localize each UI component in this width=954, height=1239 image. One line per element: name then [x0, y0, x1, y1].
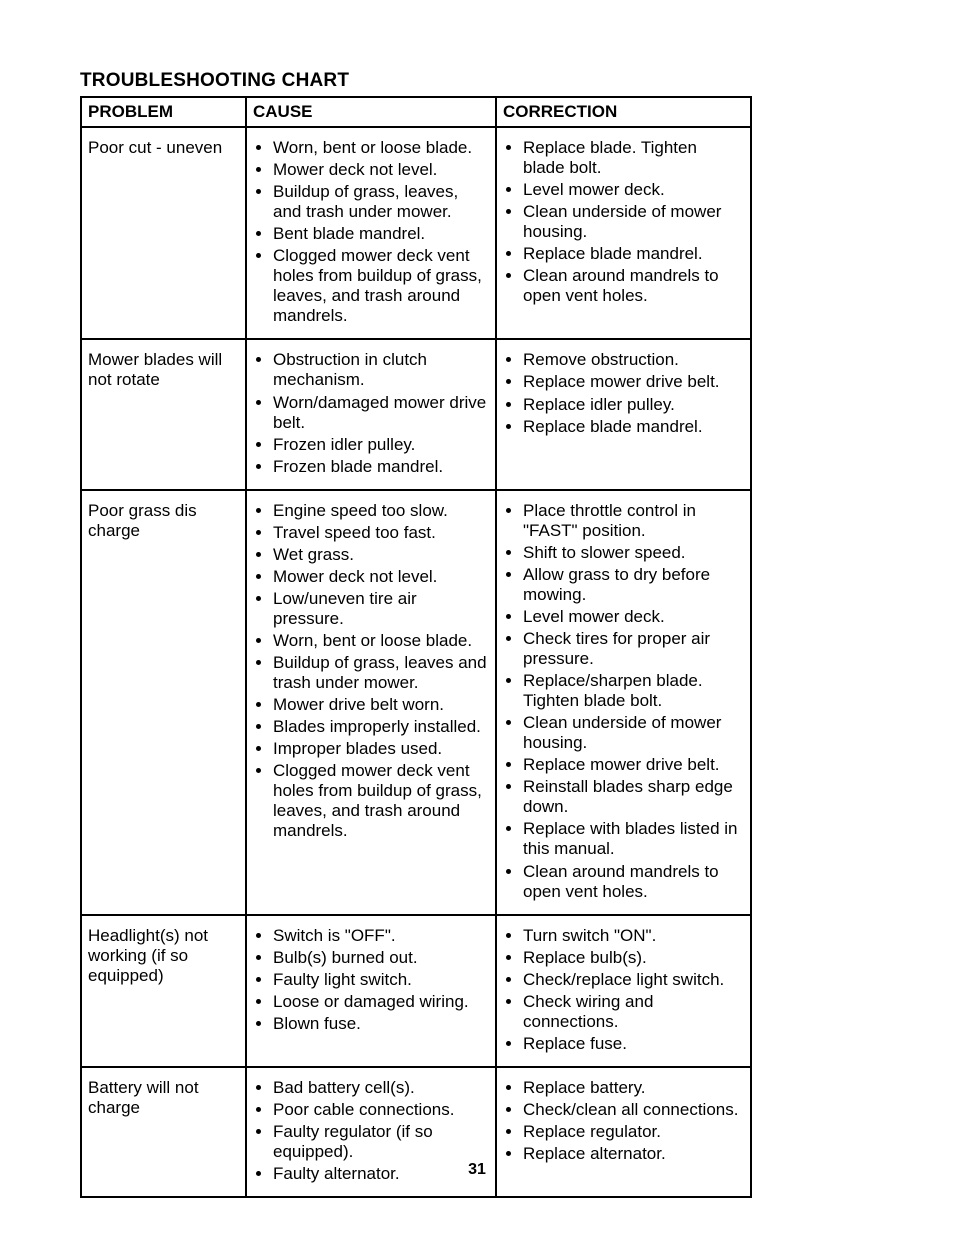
- table-row: Mower blades will not rotate Obstruction …: [81, 339, 751, 489]
- list-item: Replace regulator.: [523, 1122, 742, 1142]
- correction-list: Remove obstruction.Replace mower drive b…: [503, 350, 742, 436]
- correction-list: Turn switch "ON".Replace bulb(s).Check/r…: [503, 926, 742, 1054]
- list-item: Check/replace light switch.: [523, 970, 742, 990]
- list-item: Wet grass.: [273, 545, 487, 565]
- correction-list: Place throttle control in "FAST" positio…: [503, 501, 742, 902]
- list-item: Reinstall blades sharp edge down.: [523, 777, 742, 817]
- cause-cell: Obstruction in clutch mechanism.Worn/dam…: [246, 339, 496, 489]
- correction-cell: Place throttle control in "FAST" positio…: [496, 490, 751, 915]
- list-item: Replace idler pulley.: [523, 395, 742, 415]
- list-item: Place throttle control in "FAST" positio…: [523, 501, 742, 541]
- list-item: Frozen blade mandrel.: [273, 457, 487, 477]
- list-item: Mower drive belt worn.: [273, 695, 487, 715]
- list-item: Clean underside of mower housing.: [523, 202, 742, 242]
- cause-cell: Worn, bent or loose blade.Mower deck not…: [246, 127, 496, 339]
- correction-cell: Turn switch "ON".Replace bulb(s).Check/r…: [496, 915, 751, 1067]
- list-item: Frozen idler pulley.: [273, 435, 487, 455]
- list-item: Blown fuse.: [273, 1014, 487, 1034]
- list-item: Replace blade mandrel.: [523, 244, 742, 264]
- list-item: Blades improperly installed.: [273, 717, 487, 737]
- problem-text: Poor grass dis charge: [88, 501, 197, 540]
- list-item: Obstruction in clutch mechanism.: [273, 350, 487, 390]
- list-item: Buildup of grass, leaves, and trash unde…: [273, 182, 487, 222]
- list-item: Shift to slower speed.: [523, 543, 742, 563]
- list-item: Replace bulb(s).: [523, 948, 742, 968]
- cause-list: Obstruction in clutch mechanism.Worn/dam…: [253, 350, 487, 476]
- correction-list: Replace battery.Check/clean all connecti…: [503, 1078, 742, 1164]
- problem-text: Mower blades will not rotate: [88, 350, 222, 389]
- list-item: Low/uneven tire air pressure.: [273, 589, 487, 629]
- list-item: Replace with blades listed in this manua…: [523, 819, 742, 859]
- correction-cell: Replace blade. Tighten blade bolt.Level …: [496, 127, 751, 339]
- list-item: Check/clean all connections.: [523, 1100, 742, 1120]
- cause-list: Switch is "OFF".Bulb(s) burned out.Fault…: [253, 926, 487, 1034]
- problem-cell: Mower blades will not rotate: [81, 339, 246, 489]
- list-item: Turn switch "ON".: [523, 926, 742, 946]
- list-item: Clogged mower deck vent holes from build…: [273, 761, 487, 841]
- chart-title: TROUBLESHOOTING CHART: [80, 70, 874, 92]
- col-header-cause: CAUSE: [246, 97, 496, 127]
- problem-text: Poor cut - uneven: [88, 138, 222, 157]
- correction-list: Replace blade. Tighten blade bolt.Level …: [503, 138, 742, 306]
- cause-list: Worn, bent or loose blade.Mower deck not…: [253, 138, 487, 326]
- list-item: Poor cable connections.: [273, 1100, 487, 1120]
- list-item: Replace fuse.: [523, 1034, 742, 1054]
- table-row: Poor grass dis charge Engine speed too sl…: [81, 490, 751, 915]
- list-item: Replace battery.: [523, 1078, 742, 1098]
- list-item: Engine speed too slow.: [273, 501, 487, 521]
- col-header-problem: PROBLEM: [81, 97, 246, 127]
- list-item: Mower deck not level.: [273, 160, 487, 180]
- list-item: Loose or damaged wiring.: [273, 992, 487, 1012]
- table-row: Headlight(s) not working (if so equipped…: [81, 915, 751, 1067]
- col-header-correction: CORRECTION: [496, 97, 751, 127]
- list-item: Remove obstruction.: [523, 350, 742, 370]
- table-row: Poor cut - uneven Worn, bent or loose bla…: [81, 127, 751, 339]
- list-item: Worn, bent or loose blade.: [273, 138, 487, 158]
- page-number: 31: [0, 1161, 954, 1179]
- list-item: Switch is "OFF".: [273, 926, 487, 946]
- list-item: Clogged mower deck vent holes from build…: [273, 246, 487, 326]
- list-item: Clean around mandrels to open vent holes…: [523, 266, 742, 306]
- list-item: Improper blades used.: [273, 739, 487, 759]
- table-header-row: PROBLEM CAUSE CORRECTION: [81, 97, 751, 127]
- list-item: Bulb(s) burned out.: [273, 948, 487, 968]
- list-item: Allow grass to dry before mowing.: [523, 565, 742, 605]
- list-item: Worn/damaged mower drive belt.: [273, 393, 487, 433]
- list-item: Faulty regulator (if so equipped).: [273, 1122, 487, 1162]
- list-item: Check tires for proper air pressure.: [523, 629, 742, 669]
- troubleshooting-table: PROBLEM CAUSE CORRECTION Poor cut - unev…: [80, 96, 752, 1198]
- list-item: Clean underside of mower housing.: [523, 713, 742, 753]
- list-item: Replace mower drive belt.: [523, 372, 742, 392]
- list-item: Buildup of grass, leaves and trash under…: [273, 653, 487, 693]
- list-item: Replace/sharpen blade. Tighten blade bol…: [523, 671, 742, 711]
- list-item: Check wiring and connections.: [523, 992, 742, 1032]
- problem-text: Battery will not charge: [88, 1078, 199, 1117]
- cause-cell: Engine speed too slow.Travel speed too f…: [246, 490, 496, 915]
- cause-list: Engine speed too slow.Travel speed too f…: [253, 501, 487, 842]
- correction-cell: Remove obstruction.Replace mower drive b…: [496, 339, 751, 489]
- list-item: Bad battery cell(s).: [273, 1078, 487, 1098]
- list-item: Replace mower drive belt.: [523, 755, 742, 775]
- list-item: Mower deck not level.: [273, 567, 487, 587]
- list-item: Bent blade mandrel.: [273, 224, 487, 244]
- list-item: Level mower deck.: [523, 607, 742, 627]
- list-item: Replace blade mandrel.: [523, 417, 742, 437]
- list-item: Replace blade. Tighten blade bolt.: [523, 138, 742, 178]
- table-body: Poor cut - uneven Worn, bent or loose bla…: [81, 127, 751, 1197]
- list-item: Travel speed too fast.: [273, 523, 487, 543]
- page: TROUBLESHOOTING CHART PROBLEM CAUSE CORR…: [0, 0, 954, 1239]
- problem-cell: Poor cut - uneven: [81, 127, 246, 339]
- list-item: Clean around mandrels to open vent holes…: [523, 862, 742, 902]
- problem-cell: Poor grass dis charge: [81, 490, 246, 915]
- list-item: Worn, bent or loose blade.: [273, 631, 487, 651]
- list-item: Level mower deck.: [523, 180, 742, 200]
- list-item: Faulty light switch.: [273, 970, 487, 990]
- problem-cell: Headlight(s) not working (if so equipped…: [81, 915, 246, 1067]
- problem-text: Headlight(s) not working (if so equipped…: [88, 926, 208, 985]
- cause-cell: Switch is "OFF".Bulb(s) burned out.Fault…: [246, 915, 496, 1067]
